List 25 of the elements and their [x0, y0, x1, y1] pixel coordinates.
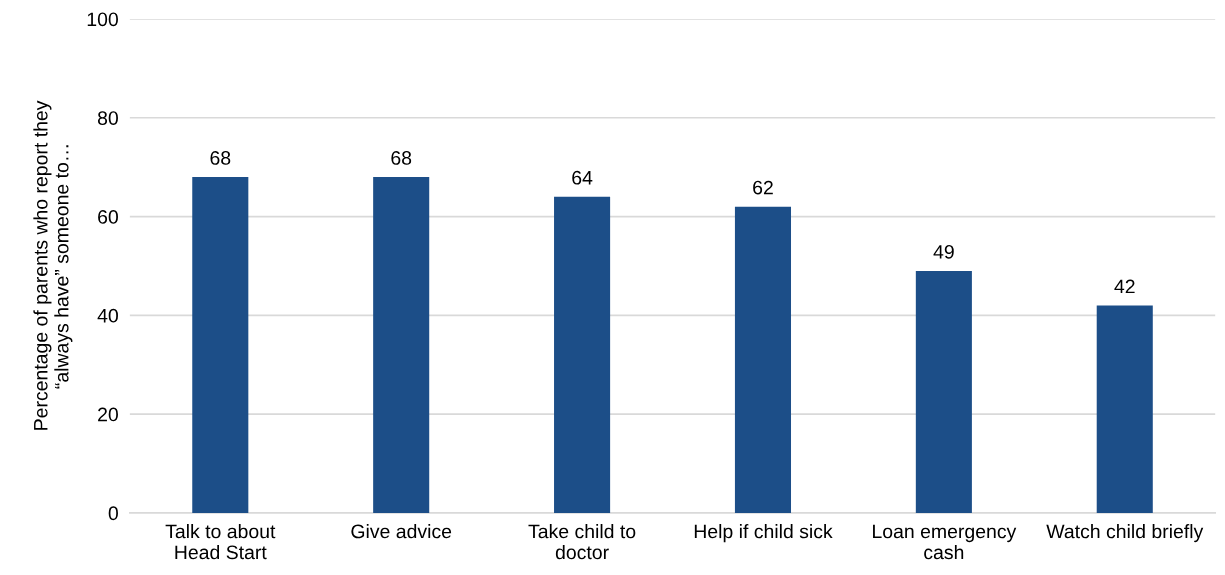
x-tick-label: Talk to about Head Start	[165, 524, 276, 560]
bar	[1096, 305, 1153, 513]
y-tick-label: 20	[98, 407, 118, 422]
data-label: 42	[1114, 279, 1135, 294]
data-label: 68	[210, 151, 231, 165]
data-label: 62	[753, 180, 773, 195]
bar	[373, 177, 430, 513]
x-tick-label: Help if child sick	[694, 524, 833, 543]
y-tick-label: 100	[87, 12, 118, 27]
data-label: 49	[933, 244, 954, 259]
y-tick-label: 80	[97, 111, 118, 125]
bar	[915, 270, 972, 513]
y-tick-label: 40	[97, 308, 118, 323]
bar	[554, 196, 611, 513]
x-tick-label: Take child to doctor	[528, 524, 636, 560]
data-label: 68	[391, 151, 412, 165]
bar	[734, 206, 792, 513]
x-tick-label: Loan emergency cash	[873, 524, 1017, 560]
y-axis-title: Percentage of parents who report they “always have” someone to…	[33, 100, 73, 430]
data-label: 64	[572, 170, 593, 185]
x-tick-label: Give advice	[351, 524, 452, 539]
y-tick-label: 0	[108, 506, 118, 521]
x-tick-label: Watch child briefly	[1046, 524, 1204, 543]
bar	[192, 177, 249, 513]
y-tick-label: 60	[98, 210, 118, 224]
